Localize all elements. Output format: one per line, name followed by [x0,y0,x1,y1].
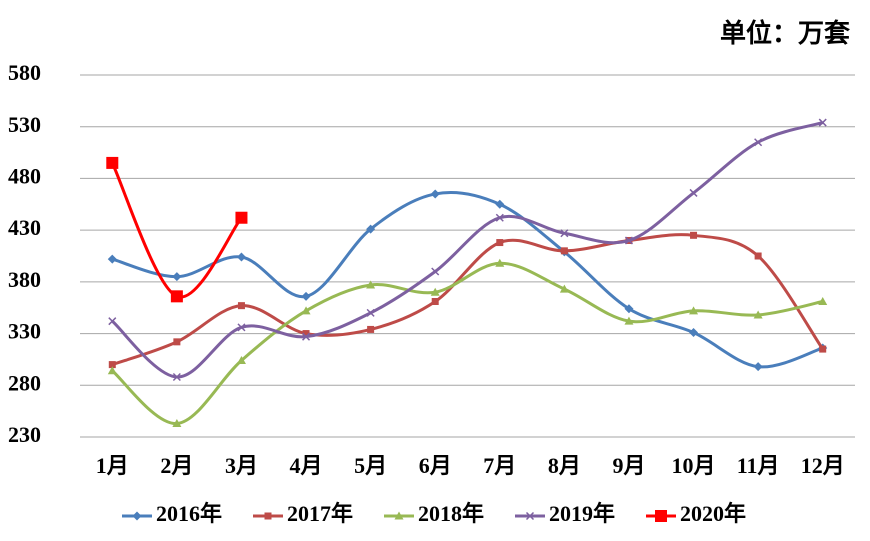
marker [108,361,116,369]
marker [818,297,828,306]
marker [431,267,440,276]
marker [525,511,535,521]
y-tick-label: 580 [8,60,41,85]
marker [496,239,504,247]
marker [753,362,763,372]
x-tick-label: 4月 [290,453,323,478]
x-tick-label: 10月 [672,453,716,478]
marker [624,316,634,325]
marker [366,224,376,234]
marker [690,231,698,239]
y-tick-label: 330 [8,319,41,344]
y-tick-label: 280 [8,370,41,395]
marker [560,229,569,238]
marker [689,188,698,197]
y-tick-label: 380 [8,267,41,292]
marker [235,211,248,224]
legend-label: 2016年 [156,501,222,526]
marker [170,290,183,303]
y-tick-label: 230 [8,422,41,447]
marker [302,330,310,338]
marker [264,512,272,520]
y-tick-label: 430 [8,215,41,240]
marker [431,298,439,306]
marker [366,308,375,317]
y-tick-label: 530 [8,112,41,137]
marker [366,280,376,289]
x-tick-label: 5月 [354,453,387,478]
marker [430,287,440,296]
marker [108,317,117,326]
marker [430,189,440,199]
marker [624,304,634,314]
marker [754,138,763,147]
marker [495,213,504,222]
chart-title: 单位：万套 [720,18,851,48]
marker [302,332,311,341]
marker [173,338,181,346]
marker [754,252,762,260]
marker [301,306,311,315]
y-tick-label: 480 [8,163,41,188]
x-tick-label: 7月 [483,453,516,478]
marker [107,254,117,264]
marker [172,372,181,382]
legend-label: 2018年 [418,501,484,526]
marker [689,306,699,315]
x-tick-label: 2月 [160,453,193,478]
series-line [111,121,824,379]
marker [236,252,246,262]
marker [172,419,182,428]
x-tick-label: 11月 [737,453,780,478]
legend-label: 2019年 [549,501,615,526]
marker [394,511,404,520]
x-tick-label: 3月 [225,453,258,478]
marker [495,258,505,267]
marker [655,510,667,522]
marker [624,236,633,245]
marker [819,345,827,353]
marker [301,291,311,301]
marker [172,272,182,282]
marker [753,310,763,319]
marker [367,325,375,333]
marker [689,328,699,338]
series-line [111,190,824,369]
legend-label: 2020年 [680,501,746,526]
marker [107,366,117,375]
x-tick-label: 1月 [96,453,129,478]
marker [236,355,246,364]
marker [237,302,245,310]
legend-label: 2017年 [287,501,353,526]
marker [560,247,568,255]
marker [132,511,142,521]
marker [495,199,505,209]
x-tick-label: 8月 [548,453,581,478]
marker [559,284,569,293]
marker [237,323,246,332]
marker [818,118,827,127]
x-tick-label: 6月 [419,453,452,478]
marker [106,156,119,169]
x-tick-label: 12月 [801,453,845,478]
x-tick-label: 9月 [612,453,645,478]
